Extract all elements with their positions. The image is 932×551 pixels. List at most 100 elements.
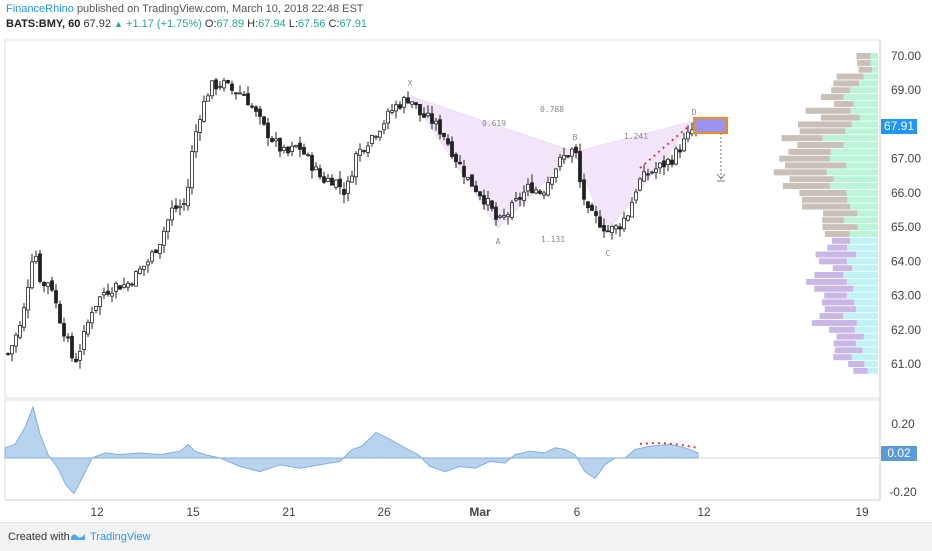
volume-down-bar bbox=[848, 361, 865, 367]
volume-up-bar bbox=[846, 162, 878, 169]
high-value: 67.94 bbox=[258, 18, 286, 30]
candle-body bbox=[466, 176, 470, 180]
candle-body bbox=[654, 168, 658, 173]
candle-body bbox=[318, 168, 322, 178]
candle-body bbox=[394, 104, 398, 112]
candle-body bbox=[458, 161, 462, 165]
candle-body bbox=[154, 249, 158, 254]
volume-up-bar bbox=[846, 258, 878, 265]
candle-body bbox=[326, 177, 330, 182]
volume-down-bar bbox=[788, 148, 831, 155]
volume-down-bar bbox=[829, 326, 855, 333]
price-tick-label: 61.00 bbox=[891, 357, 921, 371]
volume-up-bar bbox=[870, 53, 878, 59]
volume-up-bar bbox=[850, 237, 878, 244]
candle-body bbox=[142, 265, 146, 270]
oscillator-tick-label: -0.20 bbox=[889, 485, 917, 499]
candle-body bbox=[334, 179, 338, 188]
candle-body bbox=[254, 106, 258, 112]
volume-up-bar bbox=[849, 230, 878, 237]
close-value: 67.91 bbox=[339, 18, 368, 30]
price-pane-frame bbox=[4, 39, 881, 399]
candle-body bbox=[158, 244, 162, 255]
chart-canvas[interactable]: X A B C D 0.619 0.788 1.241 1.131 70.00 6… bbox=[0, 0, 932, 522]
candle-body bbox=[682, 138, 686, 152]
candle-body bbox=[250, 105, 254, 108]
candle-body bbox=[246, 93, 250, 106]
candle-body bbox=[282, 147, 286, 151]
candle-body bbox=[206, 95, 210, 102]
volume-up-bar bbox=[872, 66, 878, 73]
candle-body bbox=[310, 154, 314, 171]
ratio-label-ac: 1.131 bbox=[541, 235, 565, 244]
candle-body bbox=[686, 131, 690, 140]
candle-body bbox=[594, 211, 598, 216]
volume-down-bar bbox=[821, 299, 855, 306]
volume-down-bar bbox=[802, 203, 851, 210]
target-zone-box[interactable] bbox=[693, 117, 728, 134]
candle-body bbox=[30, 261, 34, 289]
candle-body bbox=[350, 175, 354, 183]
volume-down-bar bbox=[797, 141, 844, 148]
high-label: H: bbox=[247, 18, 259, 30]
candle-body bbox=[170, 207, 174, 221]
open-value: 67.89 bbox=[216, 18, 245, 30]
volume-down-bar bbox=[824, 306, 856, 313]
projection-arrow-icon bbox=[716, 173, 726, 182]
candle-body bbox=[290, 145, 294, 153]
candle-body bbox=[54, 290, 58, 304]
candle-body bbox=[186, 186, 190, 207]
volume-up-bar bbox=[855, 251, 878, 258]
volume-up-bar bbox=[829, 155, 878, 162]
candle-body bbox=[410, 101, 414, 105]
published-note: published on TradingView.com, March 10, … bbox=[76, 3, 364, 15]
candle-body bbox=[210, 80, 214, 97]
tradingview-link[interactable]: TradingView bbox=[90, 531, 151, 543]
candle-body bbox=[626, 215, 630, 221]
tradingview-logo-icon bbox=[71, 534, 85, 540]
symbol-label[interactable]: BATS:BMY, 60 bbox=[6, 18, 81, 30]
candle-body bbox=[490, 200, 494, 209]
candle-body bbox=[462, 166, 466, 178]
volume-up-bar bbox=[851, 121, 878, 128]
candle-body bbox=[422, 113, 426, 118]
candle-body bbox=[278, 137, 282, 152]
price-axis[interactable]: 70.00 69.00 67.00 66.00 65.00 64.00 63.00 62.00… bbox=[891, 49, 921, 371]
candle-body bbox=[610, 225, 614, 234]
candle-body bbox=[546, 182, 550, 196]
volume-up-bar bbox=[870, 59, 878, 66]
price-tick-label: 67.00 bbox=[891, 152, 921, 166]
volume-down-bar bbox=[799, 128, 846, 135]
volume-up-bar bbox=[867, 367, 878, 374]
low-value: 67.56 bbox=[297, 18, 326, 30]
oscillator-axis[interactable]: 0.20 -0.20 bbox=[889, 417, 917, 499]
candle-body bbox=[126, 282, 130, 288]
candle-body bbox=[174, 205, 178, 209]
volume-up-bar bbox=[853, 285, 878, 292]
volume-up-bar bbox=[846, 189, 878, 196]
pattern-label-a: A bbox=[496, 237, 501, 246]
pattern-label-d: D bbox=[692, 108, 697, 117]
candle-body bbox=[414, 102, 418, 106]
candle-body bbox=[674, 148, 678, 165]
candle-body bbox=[306, 154, 310, 156]
last-price-tag bbox=[881, 119, 917, 134]
author-name[interactable]: FinanceRhino bbox=[6, 3, 74, 15]
price-tick-label: 63.00 bbox=[891, 289, 921, 303]
candle-body bbox=[66, 336, 70, 339]
candle-body bbox=[366, 145, 370, 153]
candle-body bbox=[274, 138, 278, 142]
volume-up-bar bbox=[857, 210, 878, 217]
candle-body bbox=[34, 255, 38, 263]
candle-body bbox=[118, 285, 122, 290]
candle-body bbox=[122, 284, 126, 288]
candle-body bbox=[286, 146, 290, 154]
candle-body bbox=[446, 138, 450, 145]
volume-up-bar bbox=[864, 361, 878, 367]
time-axis[interactable]: 12 15 21 26 Mar 6 12 19 bbox=[90, 505, 869, 519]
candle-body bbox=[538, 190, 542, 194]
volume-up-bar bbox=[830, 148, 878, 155]
last-price: 67.92 bbox=[83, 18, 111, 30]
volume-up-bar bbox=[843, 141, 878, 148]
time-tick-label: 26 bbox=[377, 505, 391, 519]
